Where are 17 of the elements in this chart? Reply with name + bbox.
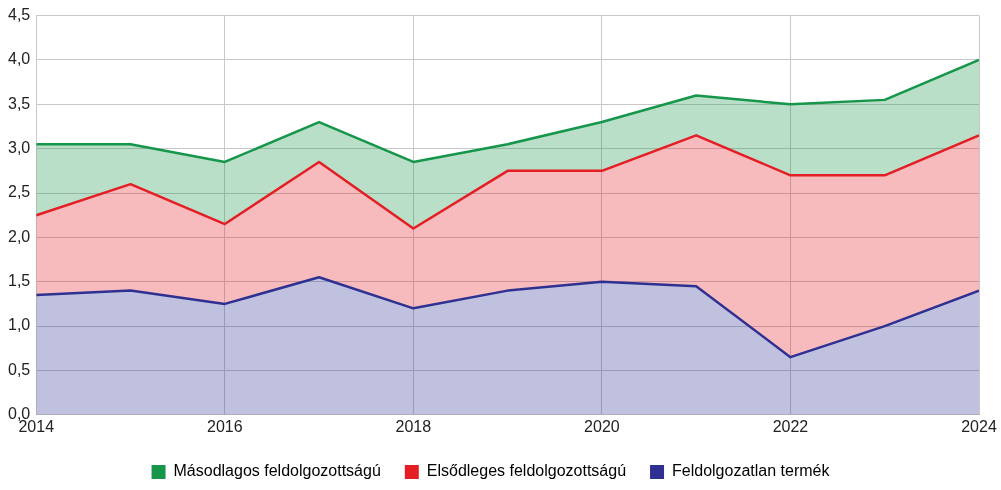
legend-label: Elsődleges feldolgozottságú	[426, 462, 627, 480]
y-tick-label: 3,5	[7, 94, 31, 112]
legend-label: Feldolgozatlan termék	[672, 462, 831, 480]
y-tick-label: 2,5	[7, 183, 31, 201]
y-tick-label: 4,5	[7, 6, 31, 24]
x-tick-label: 2018	[395, 417, 432, 435]
x-tick-label: 2020	[584, 417, 620, 435]
x-tick-label: 2016	[207, 417, 243, 435]
x-tick-label: 2022	[772, 417, 809, 435]
y-tick-label: 1,5	[7, 272, 31, 290]
y-tick-label: 2,0	[7, 227, 31, 245]
x-tick-label: 2024	[961, 417, 997, 435]
legend-label: Másodlagos feldolgozottságú	[173, 462, 381, 480]
y-tick-label: 4,0	[7, 50, 31, 68]
y-tick-label: 1,0	[7, 316, 31, 334]
y-tick-label: 0,5	[7, 360, 31, 378]
y-tick-label: 3,0	[7, 139, 31, 157]
